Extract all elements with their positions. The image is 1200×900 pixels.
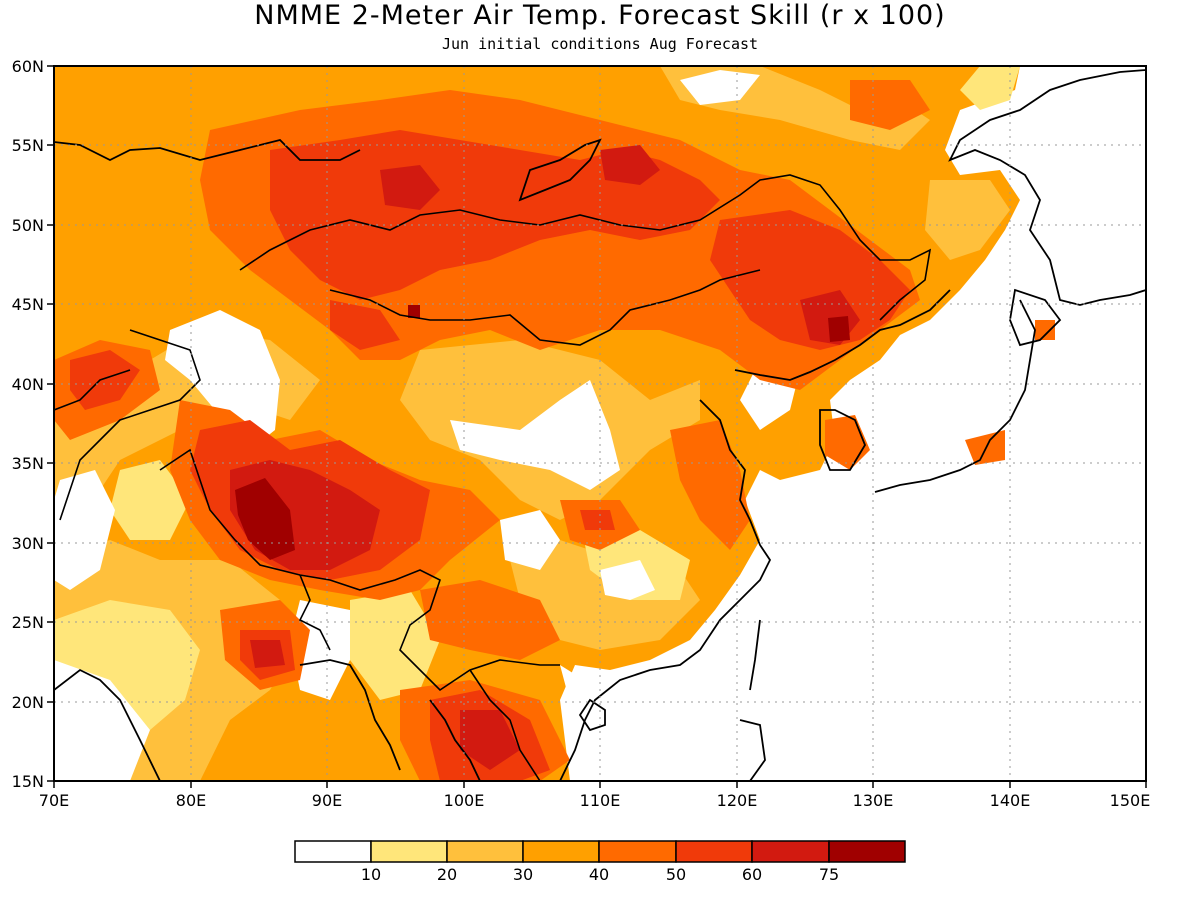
axis-ticks (47, 65, 1147, 788)
lon-label: 150E (1110, 791, 1151, 810)
colorbar-swatch (598, 840, 677, 863)
lat-label: 60N (12, 57, 44, 76)
colorbar-tick-label: 10 (361, 865, 381, 884)
colorbar-tick-label: 60 (742, 865, 762, 884)
colorbar-tick-label: 20 (437, 865, 457, 884)
lat-label: 35N (12, 454, 44, 473)
lat-label: 30N (12, 534, 44, 553)
lon-label: 90E (312, 791, 342, 810)
lon-label: 110E (580, 791, 621, 810)
colorbar-swatch (446, 840, 524, 863)
lon-label: 120E (717, 791, 758, 810)
colorbar-swatch (294, 840, 372, 863)
lon-label: 70E (39, 791, 69, 810)
colorbar-swatch (370, 840, 448, 863)
latitude-labels: 60N 55N 50N 45N 40N 35N 30N 25N 20N 15N (12, 57, 44, 791)
map-title: NMME 2-Meter Air Temp. Forecast Skill (r… (254, 0, 946, 31)
lat-label: 50N (12, 216, 44, 235)
lon-label: 100E (444, 791, 485, 810)
colorbar-tick-label: 75 (819, 865, 839, 884)
skill-region-above-75 (235, 305, 850, 560)
lat-label: 45N (12, 295, 44, 314)
colorbar-swatch (751, 840, 830, 863)
national-borders (54, 174, 932, 781)
colorbar-tick-label: 30 (513, 865, 533, 884)
lat-label: 55N (12, 136, 44, 155)
map-subtitle: Jun initial conditions Aug Forecast (441, 35, 759, 53)
longitude-labels: 70E 80E 90E 100E 110E 120E 130E 140E 150… (39, 791, 1151, 810)
lon-label: 140E (990, 791, 1031, 810)
lat-label: 15N (12, 772, 44, 791)
lon-label: 130E (853, 791, 894, 810)
skill-region-below-10 (54, 70, 800, 781)
colorbar-swatch (675, 840, 753, 863)
colorbar-swatch (522, 840, 600, 863)
colorbar: 10 20 30 40 50 60 75 (294, 840, 906, 884)
graticule (54, 66, 1146, 781)
lat-label: 40N (12, 375, 44, 394)
colorbar-swatch (828, 840, 906, 863)
lat-label: 20N (12, 693, 44, 712)
coastlines (54, 69, 1146, 781)
colorbar-tick-label: 50 (666, 865, 686, 884)
lon-label: 80E (176, 791, 206, 810)
lat-label: 25N (12, 613, 44, 632)
colorbar-tick-label: 40 (589, 865, 609, 884)
